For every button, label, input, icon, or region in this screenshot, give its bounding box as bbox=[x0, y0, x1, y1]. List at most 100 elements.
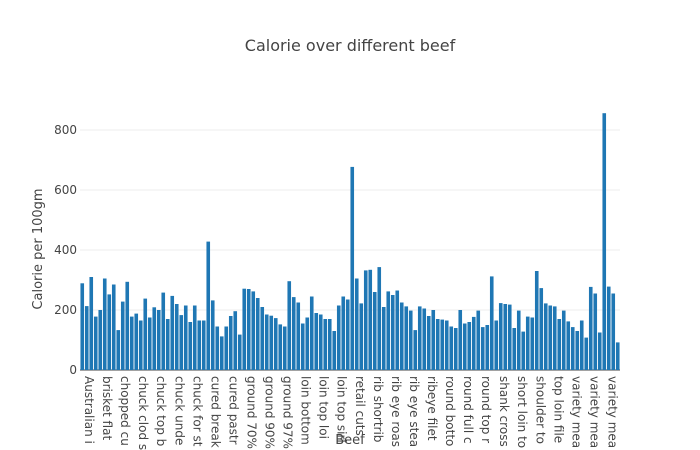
bar[interactable] bbox=[174, 304, 179, 370]
bar[interactable] bbox=[413, 330, 418, 370]
bar[interactable] bbox=[129, 316, 134, 370]
bar[interactable] bbox=[120, 301, 125, 370]
bar[interactable] bbox=[422, 308, 427, 371]
bar[interactable] bbox=[170, 295, 175, 370]
bar[interactable] bbox=[390, 295, 395, 370]
bar[interactable] bbox=[273, 318, 278, 370]
bar[interactable] bbox=[125, 281, 130, 370]
bar[interactable] bbox=[287, 281, 292, 370]
bar[interactable] bbox=[453, 328, 458, 370]
bar[interactable] bbox=[183, 305, 188, 371]
bar[interactable] bbox=[611, 293, 616, 371]
bar[interactable] bbox=[417, 306, 422, 370]
bar[interactable] bbox=[557, 319, 562, 370]
bar[interactable] bbox=[314, 313, 319, 370]
bar[interactable] bbox=[260, 307, 265, 370]
bar[interactable] bbox=[552, 306, 557, 370]
bar[interactable] bbox=[152, 307, 157, 370]
bar[interactable] bbox=[89, 277, 94, 370]
bar[interactable] bbox=[264, 314, 269, 371]
bar[interactable] bbox=[570, 327, 575, 370]
bar[interactable] bbox=[336, 305, 341, 371]
bar[interactable] bbox=[489, 276, 494, 370]
bar[interactable] bbox=[426, 316, 431, 370]
bar[interactable] bbox=[399, 302, 404, 371]
bar[interactable] bbox=[381, 307, 386, 370]
bar[interactable] bbox=[372, 292, 377, 370]
bar[interactable] bbox=[462, 323, 467, 371]
bar[interactable] bbox=[579, 320, 584, 371]
bar[interactable] bbox=[332, 331, 337, 370]
bar[interactable] bbox=[597, 332, 602, 371]
bar[interactable] bbox=[444, 320, 449, 371]
bar[interactable] bbox=[548, 305, 553, 371]
bar[interactable] bbox=[116, 330, 121, 370]
bar[interactable] bbox=[251, 291, 256, 370]
bar[interactable] bbox=[282, 326, 287, 371]
bar[interactable] bbox=[296, 302, 301, 371]
bar[interactable] bbox=[305, 317, 310, 371]
bar[interactable] bbox=[494, 320, 499, 371]
bar[interactable] bbox=[138, 320, 143, 371]
bar[interactable] bbox=[480, 327, 485, 370]
bar[interactable] bbox=[377, 267, 382, 370]
bar[interactable] bbox=[386, 291, 391, 370]
bar[interactable] bbox=[395, 290, 400, 371]
bar[interactable] bbox=[278, 324, 283, 370]
bar[interactable] bbox=[350, 166, 355, 370]
bar[interactable] bbox=[165, 319, 170, 370]
bar[interactable] bbox=[84, 306, 89, 370]
bar[interactable] bbox=[467, 322, 472, 370]
bar[interactable] bbox=[368, 269, 373, 370]
bar[interactable] bbox=[471, 316, 476, 370]
bar[interactable] bbox=[561, 310, 566, 370]
bar[interactable] bbox=[507, 304, 512, 370]
bar[interactable] bbox=[210, 300, 215, 370]
bar[interactable] bbox=[539, 288, 544, 370]
bar[interactable] bbox=[602, 113, 607, 370]
bar[interactable] bbox=[408, 310, 413, 370]
bar[interactable] bbox=[228, 316, 233, 370]
bar[interactable] bbox=[215, 326, 220, 371]
bar[interactable] bbox=[206, 241, 211, 370]
bar[interactable] bbox=[476, 310, 481, 370]
bar[interactable] bbox=[534, 271, 539, 370]
bar[interactable] bbox=[575, 331, 580, 370]
bar[interactable] bbox=[156, 310, 161, 370]
bar[interactable] bbox=[318, 314, 323, 371]
bar[interactable] bbox=[498, 303, 503, 370]
bar[interactable] bbox=[291, 297, 296, 370]
bar[interactable] bbox=[431, 310, 436, 370]
bar[interactable] bbox=[107, 294, 112, 370]
bar[interactable] bbox=[143, 298, 148, 370]
bar[interactable] bbox=[512, 328, 517, 370]
bar[interactable] bbox=[233, 311, 238, 370]
bar[interactable] bbox=[440, 319, 445, 370]
bar[interactable] bbox=[242, 288, 247, 370]
bar[interactable] bbox=[345, 299, 350, 371]
bar[interactable] bbox=[354, 278, 359, 371]
bar[interactable] bbox=[147, 317, 152, 371]
bar[interactable] bbox=[435, 319, 440, 370]
bar[interactable] bbox=[593, 293, 598, 371]
bar[interactable] bbox=[80, 283, 85, 370]
bar[interactable] bbox=[246, 289, 251, 370]
bar[interactable] bbox=[327, 319, 332, 370]
bar[interactable] bbox=[102, 278, 107, 371]
bar[interactable] bbox=[98, 310, 103, 370]
bar[interactable] bbox=[458, 310, 463, 370]
bar[interactable] bbox=[588, 286, 593, 370]
bar[interactable] bbox=[201, 320, 206, 371]
bar[interactable] bbox=[255, 298, 260, 370]
bar[interactable] bbox=[543, 303, 548, 370]
bar[interactable] bbox=[192, 305, 197, 371]
bar[interactable] bbox=[179, 315, 184, 370]
bar[interactable] bbox=[363, 270, 368, 370]
bar[interactable] bbox=[219, 336, 224, 370]
bar[interactable] bbox=[404, 306, 409, 370]
bar[interactable] bbox=[341, 296, 346, 371]
bar[interactable] bbox=[237, 334, 242, 370]
bar[interactable] bbox=[269, 315, 274, 370]
bar[interactable] bbox=[615, 342, 620, 370]
bar[interactable] bbox=[111, 284, 116, 371]
